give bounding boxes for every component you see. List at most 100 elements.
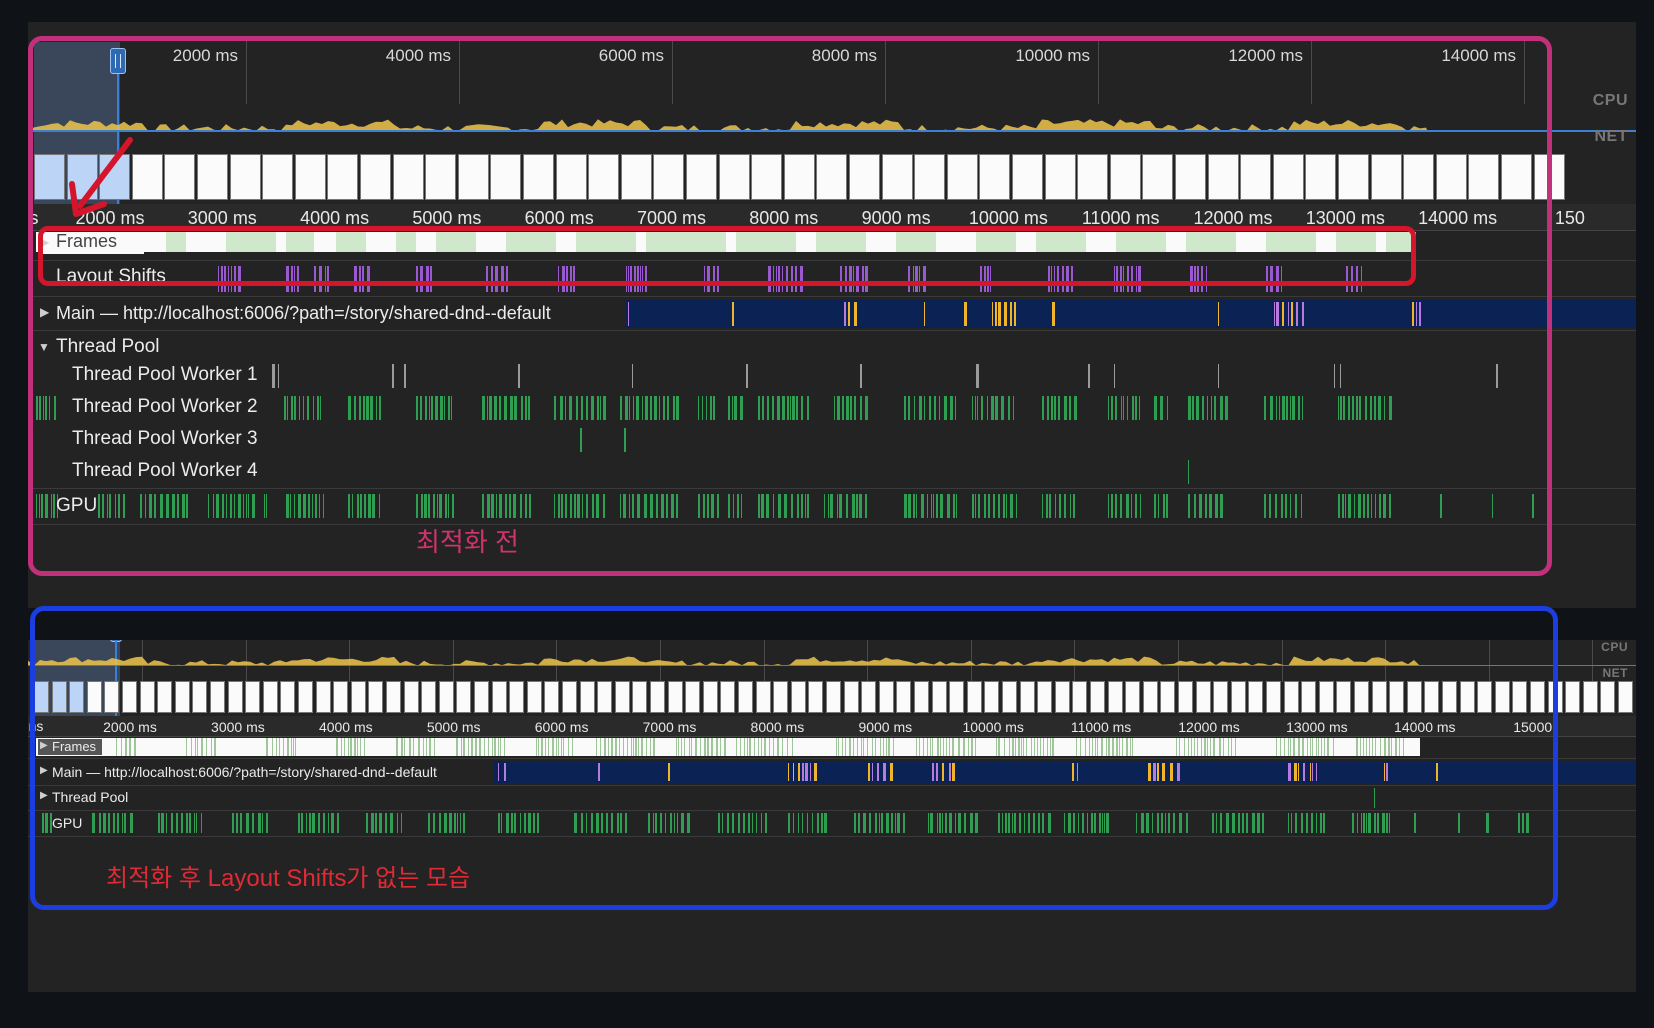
screenshot-thumbnail[interactable] — [1160, 681, 1176, 713]
screenshot-thumbnail[interactable] — [1354, 681, 1369, 713]
screenshots-strip[interactable] — [28, 680, 1636, 714]
screenshot-thumbnail[interactable] — [386, 681, 401, 713]
expand-triangle-icon[interactable]: ▶ — [40, 765, 48, 776]
screenshot-thumbnail[interactable] — [614, 681, 630, 713]
expand-triangle-icon[interactable]: ▶ — [40, 740, 48, 751]
screenshot-thumbnail[interactable] — [104, 681, 120, 713]
screenshot-thumbnail[interactable] — [1435, 154, 1467, 200]
screenshot-thumbnail[interactable] — [457, 154, 489, 200]
screenshot-thumbnail[interactable] — [245, 681, 261, 713]
gpu-track[interactable] — [28, 492, 1636, 520]
screenshot-thumbnail[interactable] — [1318, 681, 1334, 713]
screenshot-thumbnail[interactable] — [1305, 154, 1337, 200]
screenshot-thumbnail[interactable] — [562, 681, 577, 713]
screenshot-thumbnail[interactable] — [1533, 154, 1565, 200]
screenshots-strip[interactable] — [28, 152, 1636, 202]
screenshot-thumbnail[interactable] — [632, 681, 648, 713]
screenshot-thumbnail[interactable] — [298, 681, 313, 713]
screenshot-thumbnail[interactable] — [421, 681, 437, 713]
screenshot-thumbnail[interactable] — [327, 154, 359, 200]
screenshot-thumbnail[interactable] — [227, 681, 243, 713]
screenshot-thumbnail[interactable] — [1107, 681, 1123, 713]
screenshot-thumbnail[interactable] — [51, 681, 67, 713]
screenshot-thumbnail[interactable] — [1207, 154, 1239, 200]
screenshot-thumbnail[interactable] — [192, 681, 208, 713]
screenshot-thumbnail[interactable] — [1547, 681, 1563, 713]
screenshot-thumbnail[interactable] — [773, 681, 789, 713]
screenshot-thumbnail[interactable] — [588, 154, 620, 200]
screenshot-thumbnail[interactable] — [1442, 681, 1457, 713]
screenshot-thumbnail[interactable] — [1012, 154, 1043, 200]
screenshot-thumbnail[interactable] — [755, 681, 771, 713]
screenshot-thumbnail[interactable] — [984, 681, 1000, 713]
screenshot-thumbnail[interactable] — [315, 681, 331, 713]
screenshot-thumbnail[interactable] — [1230, 681, 1246, 713]
screenshot-thumbnail[interactable] — [738, 681, 753, 713]
screenshot-thumbnail[interactable] — [1072, 681, 1088, 713]
screenshot-thumbnail[interactable] — [1477, 681, 1493, 713]
screenshot-thumbnail[interactable] — [1090, 681, 1105, 713]
screenshot-thumbnail[interactable] — [914, 154, 946, 200]
screenshot-thumbnail[interactable] — [783, 154, 815, 200]
screenshot-thumbnail[interactable] — [1213, 681, 1229, 713]
screenshot-thumbnail[interactable] — [1301, 681, 1317, 713]
screenshot-thumbnail[interactable] — [1272, 154, 1304, 200]
screenshot-thumbnail[interactable] — [1459, 681, 1475, 713]
screenshot-thumbnail[interactable] — [544, 681, 560, 713]
screenshot-thumbnail[interactable] — [69, 681, 85, 713]
screenshot-thumbnail[interactable] — [456, 681, 472, 713]
screenshot-thumbnail[interactable] — [790, 681, 806, 713]
screenshot-thumbnail[interactable] — [720, 681, 736, 713]
screenshot-thumbnail[interactable] — [702, 681, 718, 713]
screenshot-thumbnail[interactable] — [1109, 154, 1141, 200]
screenshot-thumbnail[interactable] — [197, 154, 228, 200]
screenshot-thumbnail[interactable] — [403, 681, 419, 713]
screenshot-thumbnail[interactable] — [368, 681, 384, 713]
worker-4-track[interactable] — [28, 458, 1636, 486]
screenshot-thumbnail[interactable] — [808, 681, 824, 713]
screenshot-thumbnail[interactable] — [333, 681, 349, 713]
screenshot-thumbnail[interactable] — [509, 681, 525, 713]
screenshot-thumbnail[interactable] — [1044, 154, 1076, 200]
screenshot-thumbnail[interactable] — [1195, 681, 1211, 713]
expand-triangle-icon[interactable]: ▶ — [40, 305, 50, 319]
screenshot-thumbnail[interactable] — [949, 681, 965, 713]
screenshot-thumbnail[interactable] — [1468, 154, 1500, 200]
screenshot-thumbnail[interactable] — [1142, 154, 1174, 200]
screenshot-thumbnail[interactable] — [849, 154, 880, 200]
screenshot-thumbnail[interactable] — [1283, 681, 1299, 713]
screenshot-thumbnail[interactable] — [620, 154, 652, 200]
frames-track[interactable] — [36, 232, 1416, 252]
screenshot-thumbnail[interactable] — [1565, 681, 1581, 713]
screenshot-thumbnail[interactable] — [526, 681, 542, 713]
screenshot-thumbnail[interactable] — [523, 154, 554, 200]
screenshot-thumbnail[interactable] — [878, 681, 894, 713]
screenshot-thumbnail[interactable] — [425, 154, 457, 200]
screenshot-thumbnail[interactable] — [262, 154, 294, 200]
screenshot-thumbnail[interactable] — [1240, 154, 1272, 200]
screenshot-thumbnail[interactable] — [294, 154, 326, 200]
screenshot-thumbnail[interactable] — [139, 681, 155, 713]
screenshot-thumbnail[interactable] — [861, 681, 877, 713]
frames-track[interactable] — [36, 738, 1420, 756]
worker-1-track[interactable] — [28, 362, 1636, 390]
main-thread-track[interactable] — [28, 300, 1636, 328]
layout-shifts-track[interactable] — [28, 264, 1636, 294]
main-thread-track[interactable] — [28, 761, 1636, 783]
screenshot-thumbnail[interactable] — [1054, 681, 1070, 713]
screenshot-thumbnail[interactable] — [1019, 681, 1035, 713]
screenshot-thumbnail[interactable] — [718, 154, 750, 200]
screenshot-thumbnail[interactable] — [1338, 154, 1369, 200]
screenshot-thumbnail[interactable] — [1077, 154, 1109, 200]
screenshot-thumbnail[interactable] — [667, 681, 683, 713]
screenshot-thumbnail[interactable] — [1512, 681, 1528, 713]
screenshot-thumbnail[interactable] — [438, 681, 454, 713]
screenshot-thumbnail[interactable] — [579, 681, 595, 713]
screenshot-thumbnail[interactable] — [86, 681, 102, 713]
screenshot-thumbnail[interactable] — [491, 681, 507, 713]
screenshot-thumbnail[interactable] — [946, 154, 978, 200]
screenshot-thumbnail[interactable] — [131, 154, 163, 200]
screenshot-thumbnail[interactable] — [931, 681, 947, 713]
screenshot-thumbnail[interactable] — [1248, 681, 1264, 713]
screenshot-thumbnail[interactable] — [914, 681, 929, 713]
